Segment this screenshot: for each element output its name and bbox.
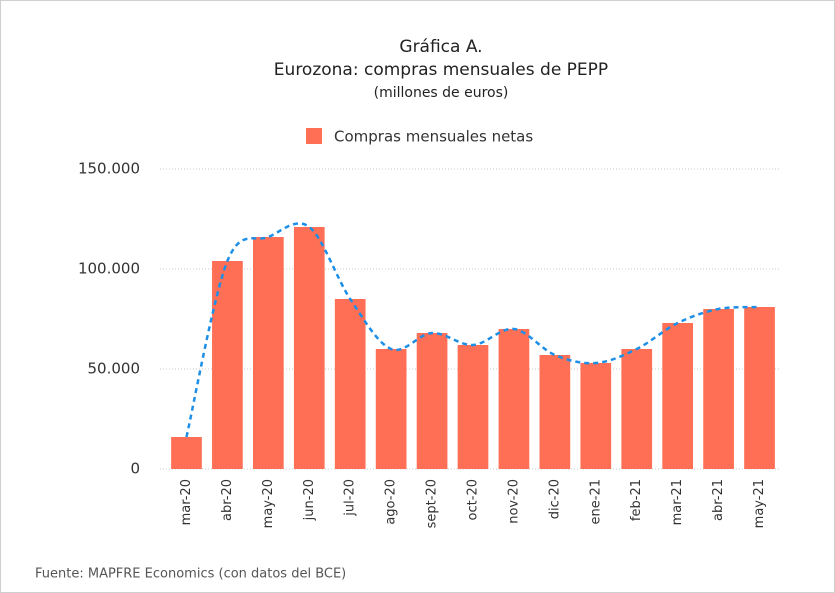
legend-swatch <box>306 128 322 144</box>
y-tick-label: 100.000 <box>78 260 140 278</box>
x-tick-label: ago-20 <box>384 479 399 525</box>
bar <box>416 333 448 469</box>
bar <box>375 349 407 469</box>
y-tick-label: 150.000 <box>78 160 140 178</box>
x-tick-label: mar-20 <box>179 479 194 525</box>
x-tick-label: sept-20 <box>425 479 440 528</box>
bar <box>457 345 489 469</box>
chart-title: Gráfica A. <box>399 37 482 57</box>
x-tick-label: dic-20 <box>547 479 562 519</box>
bar <box>334 299 366 469</box>
y-tick-label: 0 <box>130 460 140 478</box>
bar <box>539 355 571 469</box>
trend-line <box>185 222 760 438</box>
unit-label: (millones de euros) <box>374 85 509 101</box>
x-tick-label: may-21 <box>752 479 767 528</box>
bar <box>662 323 694 469</box>
x-tick-label: may-20 <box>261 479 276 528</box>
chart-subtitle: Eurozona: compras mensuales de PEPP <box>274 60 608 80</box>
x-tick-label: feb-21 <box>629 479 644 521</box>
bar <box>703 309 734 469</box>
bar <box>744 307 775 469</box>
x-tick-label: abr-20 <box>220 479 235 521</box>
x-tick-label: mar-21 <box>670 479 685 525</box>
source: Fuente: MAPFRE Economics (con datos del … <box>35 567 346 582</box>
bar <box>580 363 612 469</box>
bar <box>498 329 530 469</box>
x-tick-label: abr-21 <box>711 479 726 521</box>
legend-label: Compras mensuales netas <box>334 128 533 146</box>
bar <box>171 437 202 469</box>
bar <box>621 349 653 469</box>
x-tick-label: jun-20 <box>302 479 317 521</box>
y-tick-label: 50.000 <box>88 360 141 378</box>
x-tick-label: nov-20 <box>506 479 521 524</box>
x-tick-label: oct-20 <box>466 479 481 520</box>
x-tick-label: jul-20 <box>343 479 358 517</box>
bar <box>252 237 284 469</box>
x-tick-label: ene-21 <box>588 479 603 524</box>
bar <box>293 227 325 469</box>
